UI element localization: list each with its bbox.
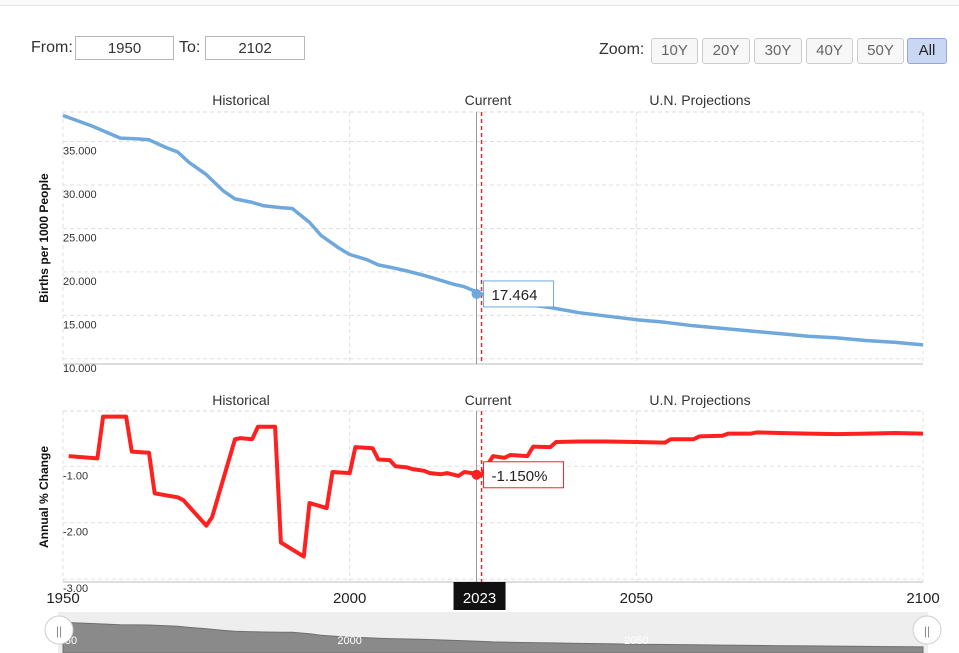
birth-rate-series-line [62,113,924,347]
current-year-label: 2023 [463,590,496,607]
birth-rate-tooltip-box [483,280,555,308]
from-input[interactable]: 1950 [75,36,174,60]
to-input[interactable]: 2102 [205,36,305,60]
annual-change-tooltip-box [483,461,565,489]
zoom-20y-button[interactable]: 20Y [702,38,750,64]
annual-change-y-tick-label: -3.00 [63,583,88,595]
navigator-label: 2050 [624,635,648,647]
annual-change-tooltip-value: -1.150% [492,468,548,485]
birth-rate-section-label: U.N. Projections [649,92,750,108]
annual-change-y-tick-label: -1.00 [63,470,88,482]
x-axis-tick-label: 2000 [333,590,366,607]
navigator-left-handle[interactable] [44,615,74,645]
annual-change-y-axis-title: Annual % Change [37,446,51,548]
zoom-label: Zoom: [599,41,645,58]
x-axis-tick-label: 2100 [906,590,939,607]
navigator-right-handle[interactable] [912,615,942,645]
zoom-all-button[interactable]: All [907,38,947,64]
from-label: From: [31,39,73,56]
navigator-right-handle-grip: || [924,624,930,638]
annual-change-section-label: Historical [212,392,270,408]
birth-rate-y-tick-label: 20.000 [63,276,97,288]
annual-change-current-point [471,469,482,480]
birth-rate-section-label: Current [465,92,512,108]
zoom-40y-button[interactable]: 40Y [806,38,853,64]
annual-change-series-line [68,414,924,559]
annual-change-section-label: Current [465,392,512,408]
birth-rate-section-label: Historical [212,92,270,108]
annual-change-section-label: U.N. Projections [649,392,750,408]
to-label: To: [179,39,201,56]
annual-change-y-tick-label: -2.00 [63,527,88,539]
navigator-left-handle-grip: || [56,624,62,638]
x-axis-tick-label: 2050 [620,590,653,607]
birth-rate-y-tick-label: 25.000 [63,232,97,244]
zoom-10y-button[interactable]: 10Y [651,38,698,64]
birth-rate-y-axis-title: Births per 1000 People [37,173,51,303]
navigator-label: 2000 [337,635,361,647]
birth-rate-y-tick-label: 30.000 [63,189,97,201]
birth-rate-tooltip-value: 17.464 [492,287,538,304]
birth-rate-current-point [471,288,482,299]
top-border [0,0,959,6]
navigator-series-area [62,621,924,653]
birth-rate-y-tick-label: 35.000 [63,146,97,158]
birth-rate-y-tick-label: 15.000 [63,319,97,331]
zoom-30y-button[interactable]: 30Y [754,38,802,64]
birth-rate-y-tick-label: 10.000 [63,363,97,375]
current-year-badge [453,582,506,610]
x-axis-tick-label: 1950 [46,590,79,607]
zoom-50y-button[interactable]: 50Y [857,38,904,64]
